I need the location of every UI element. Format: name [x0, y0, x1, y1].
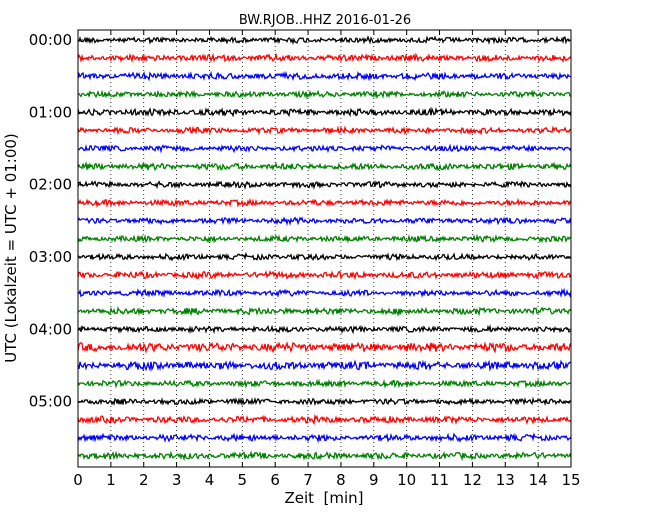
trace-line — [77, 216, 572, 227]
y-tick-label: 01:00 — [29, 103, 72, 121]
axis-ticks — [77, 30, 572, 467]
y-tick-labels: 00:00 01:00 02:00 03:00 04:00 05:00 — [29, 31, 72, 411]
trace-line — [77, 324, 572, 335]
x-tick-label: 2 — [139, 471, 149, 489]
x-tick-label: 9 — [369, 471, 379, 489]
trace-line — [77, 179, 572, 190]
x-tick-label: 0 — [73, 471, 83, 489]
y-axis-label: UTC (Lokalzeit = UTC + 01:00) — [2, 133, 20, 363]
trace-line — [77, 432, 572, 444]
trace-line — [77, 359, 572, 372]
x-tick-label: 5 — [238, 471, 248, 489]
chart-title: BW.RJOB..HHZ 2016-01-26 — [239, 13, 411, 28]
trace-line — [77, 70, 572, 82]
x-tick-label: 12 — [463, 471, 482, 489]
x-tick-label: 7 — [303, 471, 313, 489]
x-tick-label: 13 — [496, 471, 515, 489]
trace-line — [77, 378, 572, 389]
trace-line — [77, 341, 572, 354]
x-tick-labels: 0 1 2 3 4 5 6 7 8 9 10 11 12 13 14 15 — [73, 471, 580, 489]
x-tick-label: 3 — [172, 471, 182, 489]
trace-line — [77, 143, 572, 154]
trace-line — [77, 251, 572, 262]
x-tick-label: 8 — [336, 471, 346, 489]
x-tick-label: 15 — [561, 471, 580, 489]
vertical-grid — [110, 30, 539, 467]
y-tick-label: 05:00 — [29, 393, 72, 411]
y-tick-label: 02:00 — [29, 176, 72, 194]
trace-line — [77, 35, 572, 46]
trace-line — [77, 52, 572, 64]
trace-line — [77, 287, 572, 298]
trace-line — [77, 106, 572, 118]
trace-group — [77, 35, 572, 462]
x-tick-label: 11 — [430, 471, 449, 489]
trace-line — [77, 233, 572, 244]
y-tick-label: 04:00 — [29, 320, 72, 338]
x-tick-label: 6 — [270, 471, 280, 489]
x-tick-label: 4 — [205, 471, 215, 489]
trace-line — [77, 269, 572, 281]
x-tick-label: 1 — [106, 471, 116, 489]
x-tick-label: 14 — [529, 471, 548, 489]
trace-line — [77, 306, 572, 317]
x-axis-label: Zeit [min] — [284, 489, 363, 507]
trace-line — [77, 450, 572, 462]
y-tick-label: 03:00 — [29, 248, 72, 266]
x-tick-label: 10 — [397, 471, 416, 489]
trace-line — [77, 413, 572, 426]
trace-line — [77, 89, 572, 100]
trace-line — [77, 161, 572, 172]
trace-line — [77, 125, 572, 136]
plot-frame — [77, 29, 572, 468]
trace-line — [77, 197, 572, 209]
trace-line — [77, 396, 572, 407]
y-tick-label: 00:00 — [29, 31, 72, 49]
